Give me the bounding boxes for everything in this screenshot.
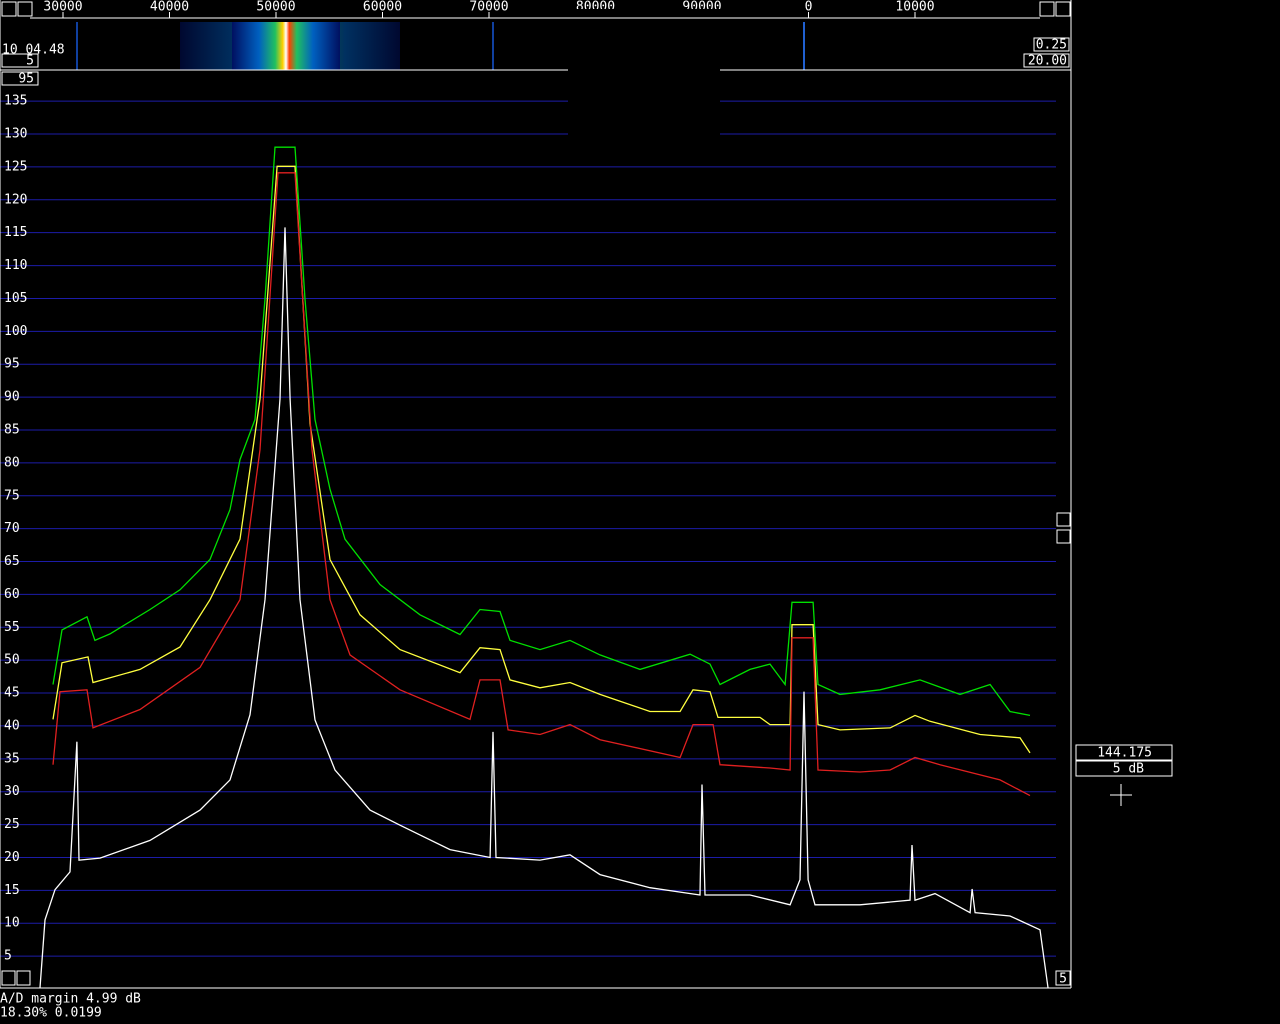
ref-box[interactable] (1, 71, 39, 86)
y-tick-label: 25 (4, 817, 20, 832)
down-button[interactable] (16, 970, 31, 986)
y-tick-label: 115 (4, 225, 27, 240)
waterfall-line (492, 22, 494, 70)
y-tick-label: 50 (4, 653, 20, 668)
status: 18.30% 0.0199 (0, 1006, 102, 1021)
spectrum-line (52, 165, 1031, 754)
y-tick-label: 110 (4, 258, 27, 273)
y-tick-label: 60 (4, 587, 20, 602)
y-tick-label: 80 (4, 455, 20, 470)
y-tick-label: 45 (4, 686, 20, 701)
gain: 0.25 (1036, 38, 1067, 53)
y-tick-label: 105 (4, 291, 27, 306)
spectrum-line (52, 172, 1031, 797)
y-tick-label: 15 (4, 883, 20, 898)
x-tick-label: 40000 (150, 0, 189, 15)
corner-box[interactable] (1055, 970, 1071, 986)
y-tick-label: 55 (4, 620, 20, 635)
y-tick-label: 20 (4, 850, 20, 865)
y-tick-label: 125 (4, 159, 27, 174)
x-tick-label: 70000 (469, 0, 508, 15)
down-button[interactable] (1056, 529, 1071, 544)
spectrum-line (39, 227, 1049, 988)
y-tick-label: 5 (4, 949, 12, 964)
y-tick-label: 70 (4, 521, 20, 536)
step: 5 dB (1113, 762, 1144, 777)
y-tick-label: 130 (4, 127, 27, 142)
waterfall-line (76, 22, 78, 70)
span-box[interactable] (1023, 53, 1070, 68)
gain-box[interactable] (1033, 37, 1070, 52)
step-box[interactable] (1075, 760, 1173, 777)
ad-margin: A/D margin 4.99 dB (0, 992, 141, 1007)
avg: 5 (26, 54, 34, 69)
spectrum-line (52, 146, 1031, 717)
corner: 5 (1059, 972, 1067, 987)
span: 20.00 (1028, 54, 1067, 69)
waterfall-line (803, 22, 805, 70)
y-tick-label: 30 (4, 784, 20, 799)
y-tick-label: 120 (4, 192, 27, 207)
scroll-left[interactable] (1, 1, 17, 17)
x-tick-label: 50000 (256, 0, 295, 15)
freq-box[interactable] (1075, 744, 1173, 761)
ref: 95 (18, 72, 34, 87)
plot: 5101520253035404550556065707580859095100… (0, 0, 1056, 988)
freq: 144.175 (1097, 746, 1152, 761)
y-tick-label: 75 (4, 488, 20, 503)
y-tick-label: 40 (4, 718, 20, 733)
scroll-left[interactable] (17, 1, 33, 17)
waterfall-signal (232, 22, 340, 70)
y-tick-label: 135 (4, 94, 27, 109)
scroll-right[interactable] (1055, 1, 1071, 17)
x-tick-label: 10000 (895, 0, 934, 15)
y-tick-label: 100 (4, 324, 27, 339)
y-tick-label: 85 (4, 422, 20, 437)
y-tick-label: 90 (4, 390, 20, 405)
x-tick-label: 0 (805, 0, 813, 15)
up-button[interactable] (1056, 512, 1071, 527)
x-tick-label: 60000 (363, 0, 402, 15)
scroll-right[interactable] (1039, 1, 1055, 17)
y-tick-label: 95 (4, 357, 20, 372)
y-tick-label: 35 (4, 751, 20, 766)
y-tick-label: 65 (4, 554, 20, 569)
overlay-window (568, 9, 720, 137)
avg-box[interactable] (1, 53, 39, 68)
x-tick-label: 30000 (43, 0, 82, 15)
up-button[interactable] (1, 970, 16, 986)
y-tick-label: 10 (4, 916, 20, 931)
